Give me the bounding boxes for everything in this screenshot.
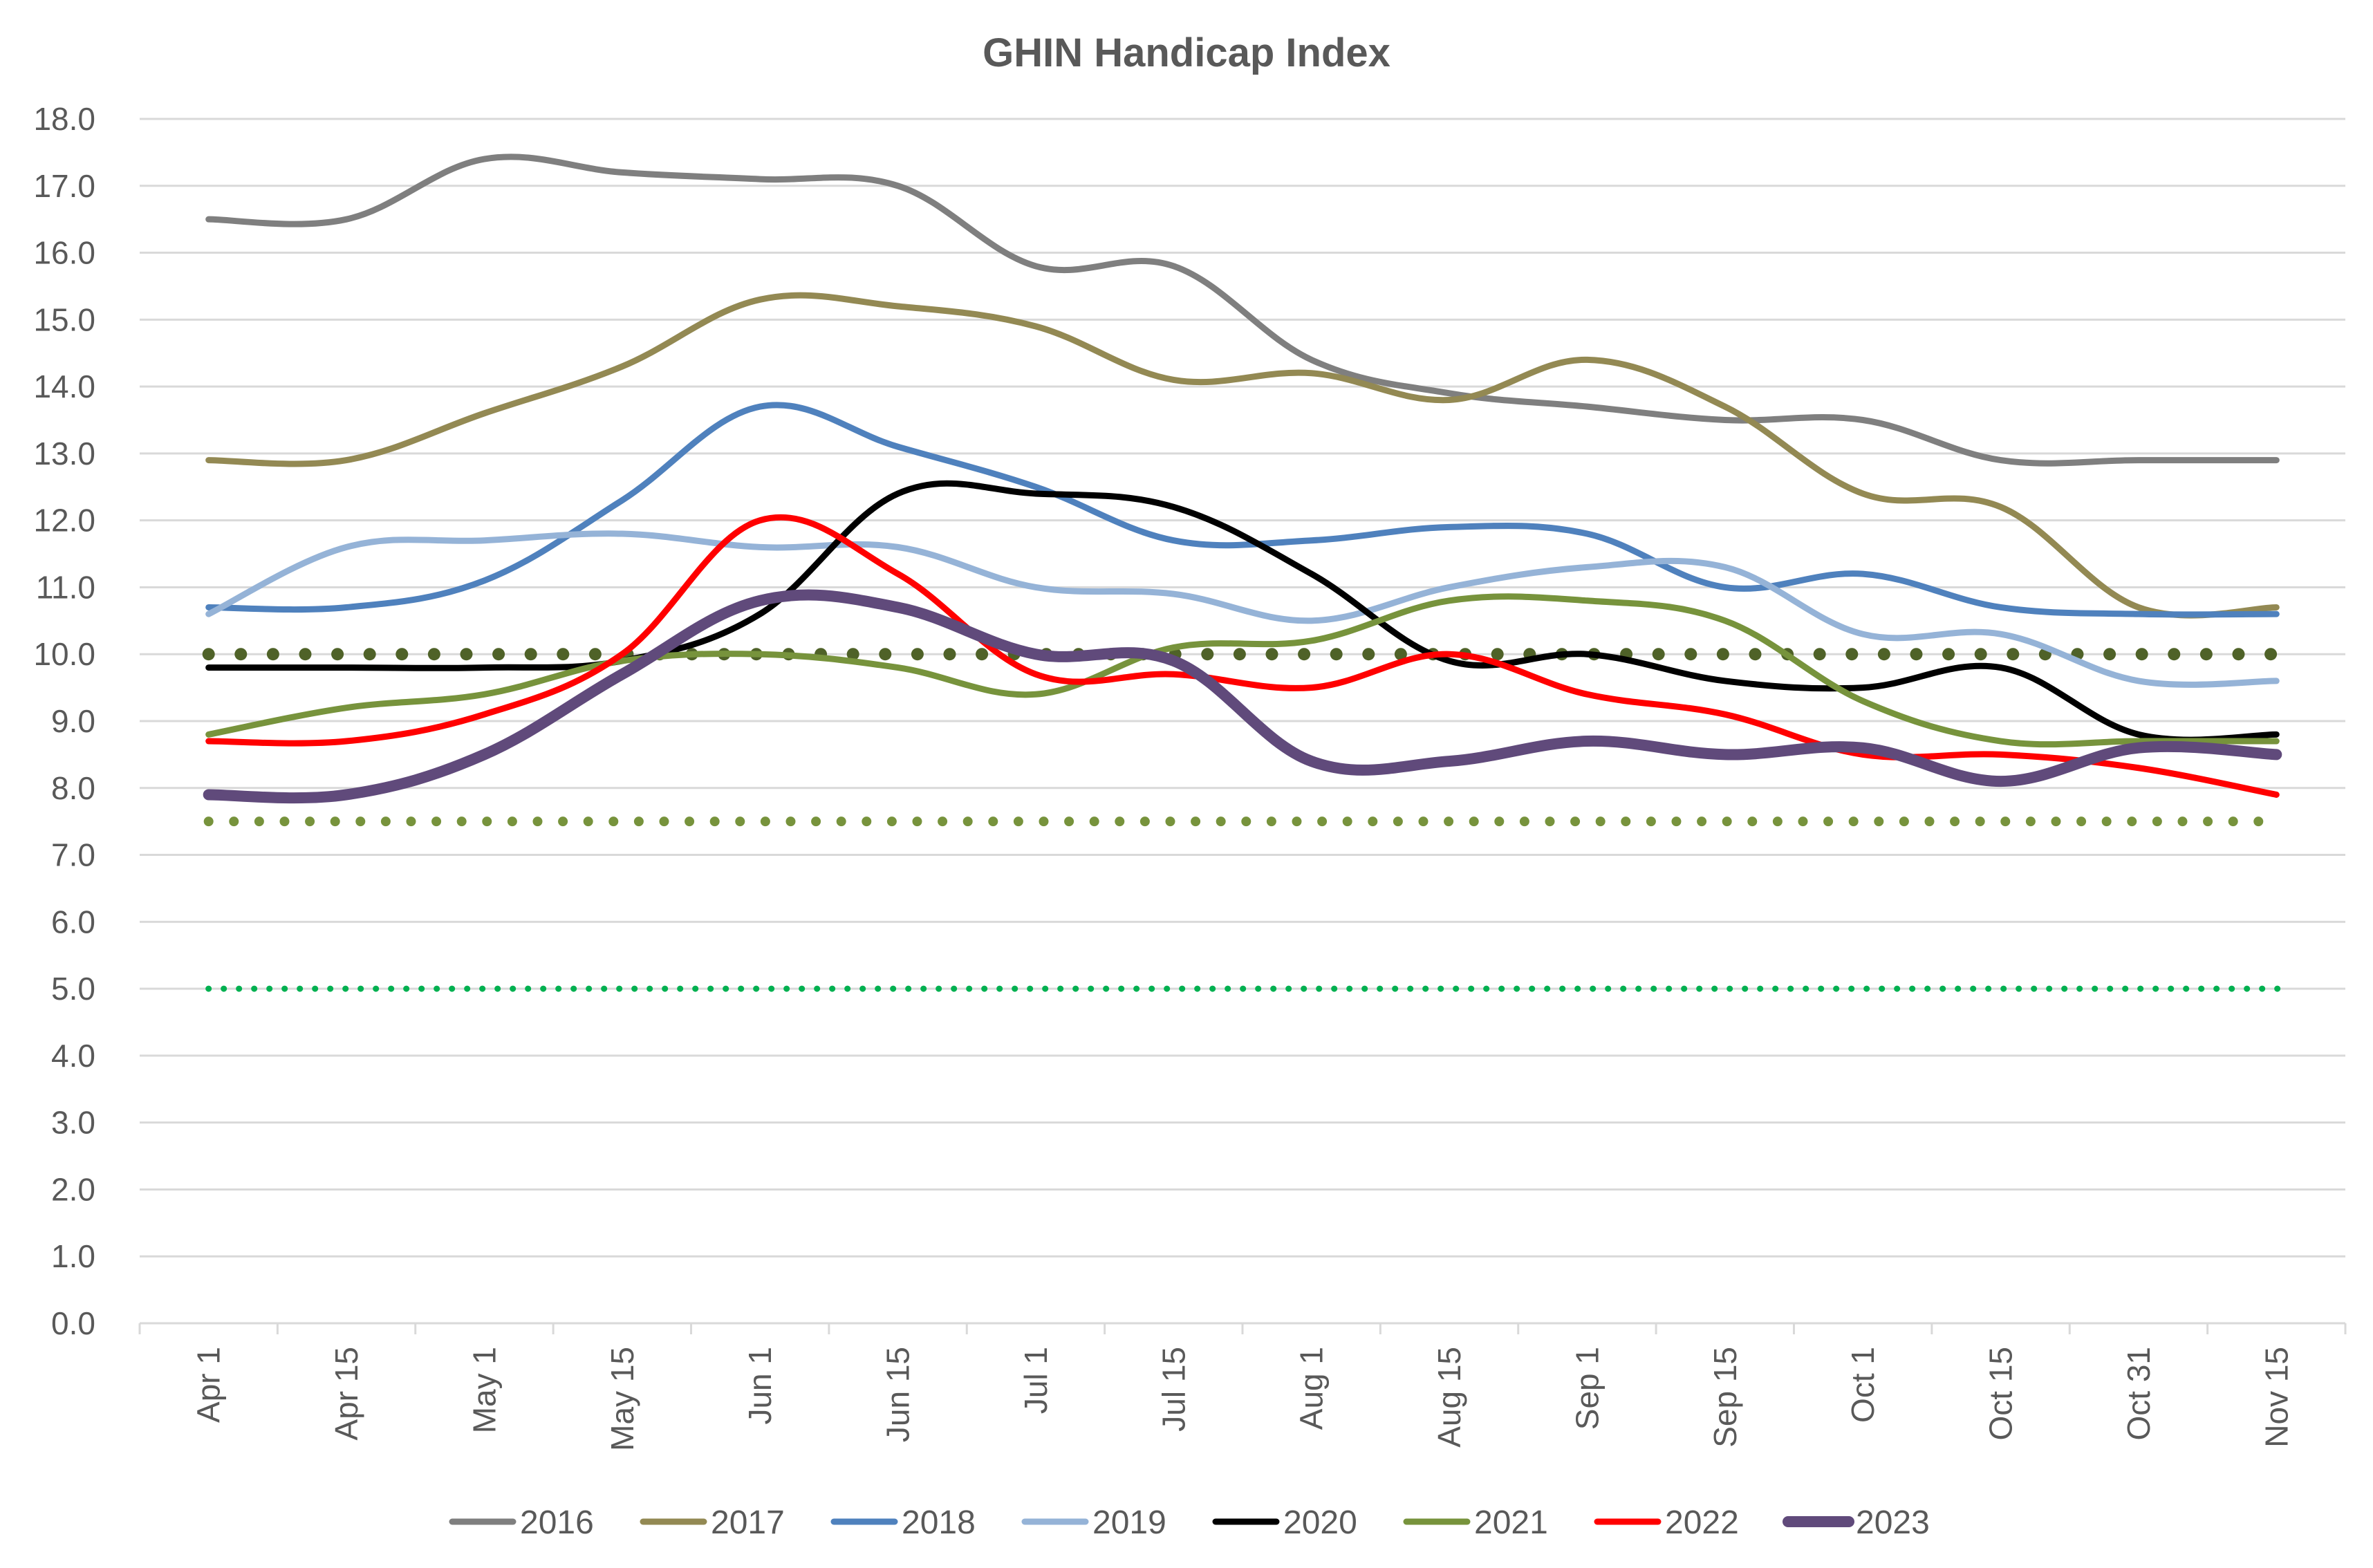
series-line-2019 bbox=[205, 530, 2280, 688]
y-tick-label: 3.0 bbox=[51, 1105, 95, 1141]
x-tick-label: Sep 15 bbox=[1707, 1347, 1743, 1448]
axes: 0.0 1.0 2.0 3.0 4.0 5.0 6.0 7.0 8.0 9.0 10.0 11.0 12… bbox=[33, 101, 2347, 1451]
x-tick-label: Aug 15 bbox=[1431, 1347, 1467, 1448]
y-tick-label: 11.0 bbox=[36, 569, 95, 605]
y-tick-label: 4.0 bbox=[51, 1038, 95, 1074]
series-lines bbox=[203, 153, 2282, 804]
y-tick-label: 12.0 bbox=[33, 503, 95, 539]
legend: 2016 2017 2018 2019 2020 2021 2022 2023 bbox=[449, 1504, 1930, 1541]
x-tick-label: May 1 bbox=[466, 1347, 502, 1433]
x-tick-label: Aug 1 bbox=[1294, 1347, 1330, 1430]
x-tick-label: Nov 15 bbox=[2258, 1347, 2294, 1448]
x-tick-label: Jun 1 bbox=[742, 1347, 778, 1425]
y-tick-label: 6.0 bbox=[51, 904, 95, 940]
legend-label: 2020 bbox=[1283, 1504, 1357, 1541]
x-tick-label: Oct 31 bbox=[2121, 1347, 2157, 1441]
y-tick-label: 2.0 bbox=[51, 1171, 95, 1207]
y-tick-label: 17.0 bbox=[33, 168, 95, 204]
gridlines bbox=[140, 118, 2345, 1258]
x-tick-label: Oct 15 bbox=[1983, 1347, 2019, 1441]
series-line-2023 bbox=[203, 589, 2282, 804]
x-tick-label: Jul 15 bbox=[1155, 1347, 1191, 1432]
y-tick-label: 13.0 bbox=[33, 436, 95, 472]
x-tick-label: Apr 1 bbox=[191, 1347, 227, 1423]
x-tick-label: Jun 15 bbox=[880, 1347, 916, 1442]
series-line-2016 bbox=[205, 153, 2280, 467]
y-tick-label: 5.0 bbox=[51, 971, 95, 1007]
x-tick-label: Apr 15 bbox=[328, 1347, 364, 1441]
y-tick-label: 18.0 bbox=[33, 101, 95, 137]
legend-label: 2021 bbox=[1474, 1504, 1548, 1541]
series-line-2022 bbox=[205, 514, 2280, 798]
y-tick-label: 14.0 bbox=[33, 368, 95, 404]
x-tick-label: Sep 1 bbox=[1569, 1347, 1605, 1430]
y-tick-label: 0.0 bbox=[51, 1305, 95, 1341]
series-line-2017 bbox=[205, 292, 2280, 619]
series-line-2020 bbox=[205, 480, 2280, 743]
series-line-2018 bbox=[205, 402, 2280, 618]
y-tick-label: 8.0 bbox=[51, 770, 95, 806]
series-line-2021 bbox=[205, 593, 2280, 748]
legend-label: 2018 bbox=[902, 1504, 976, 1541]
legend-label: 2016 bbox=[520, 1504, 594, 1541]
y-tick-label: 7.0 bbox=[51, 837, 95, 873]
x-tick-label: Jul 1 bbox=[1018, 1347, 1054, 1414]
legend-label: 2019 bbox=[1092, 1504, 1166, 1541]
x-tick-label: Oct 1 bbox=[1845, 1347, 1881, 1423]
legend-label: 2022 bbox=[1665, 1504, 1739, 1541]
y-tick-label: 15.0 bbox=[33, 301, 95, 337]
y-tick-label: 10.0 bbox=[33, 636, 95, 672]
y-tick-label: 16.0 bbox=[33, 235, 95, 271]
y-tick-label: 9.0 bbox=[51, 703, 95, 739]
y-tick-label: 1.0 bbox=[51, 1238, 95, 1274]
chart-title: GHIN Handicap Index bbox=[983, 30, 1390, 75]
reference-lines bbox=[202, 648, 2284, 992]
legend-label: 2017 bbox=[711, 1504, 785, 1541]
x-tick-label: May 15 bbox=[604, 1347, 640, 1451]
legend-label: 2023 bbox=[1856, 1504, 1930, 1541]
